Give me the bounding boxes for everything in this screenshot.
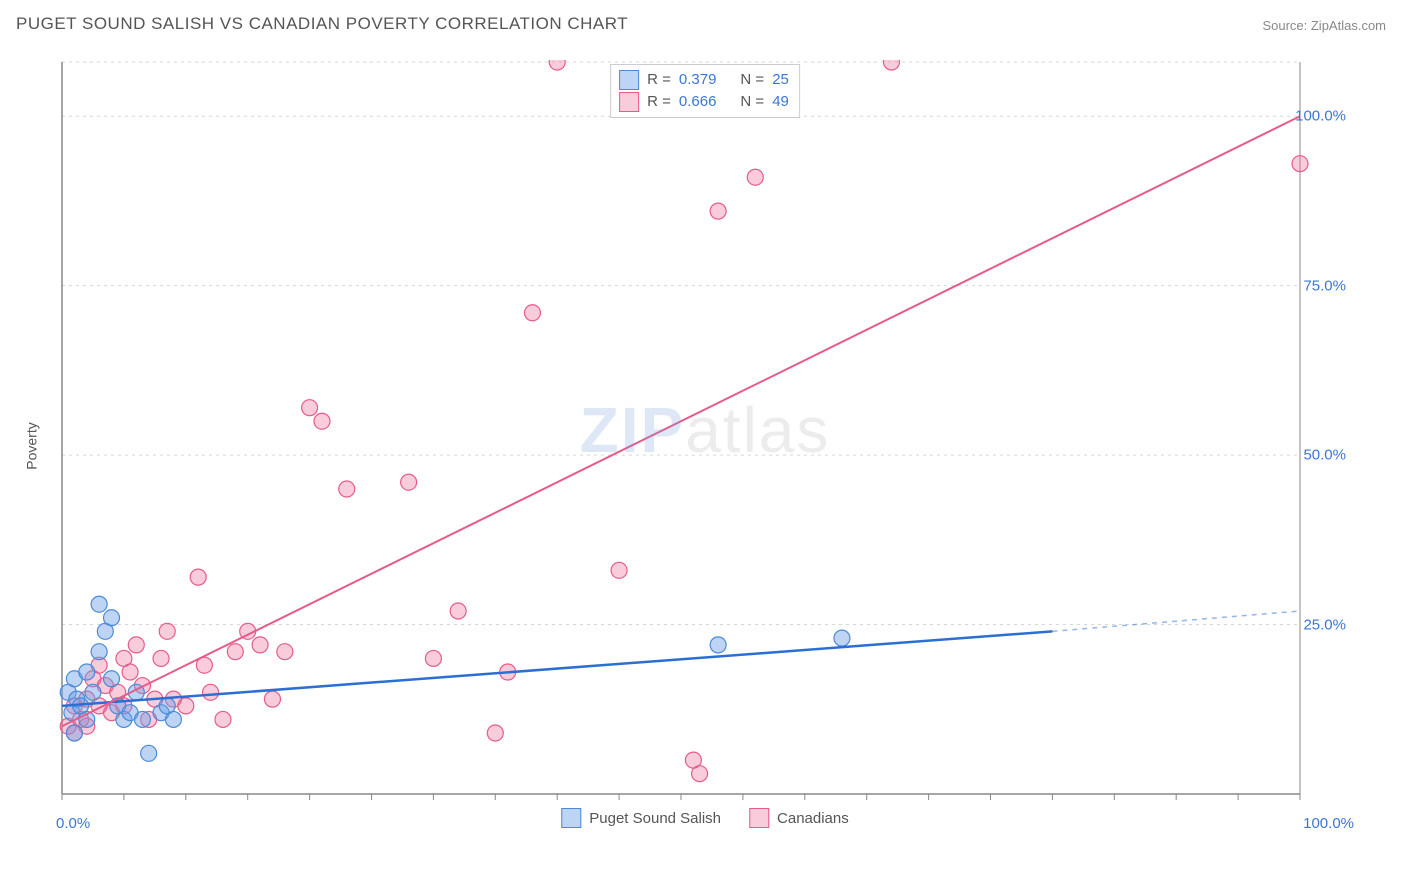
legend-series-label: Puget Sound Salish — [589, 810, 721, 827]
n-value: 25 — [772, 69, 789, 91]
y-tick-label: 75.0% — [1303, 277, 1346, 294]
n-label: N = — [740, 91, 764, 113]
plot-area: ZIPatlas R =0.379N =25R =0.666N =49 Puge… — [50, 60, 1360, 830]
legend-swatch — [619, 92, 639, 112]
chart-container: PUGET SOUND SALISH VS CANADIAN POVERTY C… — [0, 0, 1406, 892]
legend-series-item: Canadians — [749, 808, 849, 828]
x-axis-max-label: 100.0% — [1303, 815, 1354, 832]
legend-stat-row: R = 0.666 N = 49 — [619, 91, 789, 113]
x-axis-min-label: 0.0% — [56, 815, 90, 832]
series-legend: Puget Sound Salish Canadians — [561, 808, 848, 828]
y-tick-label: 50.0% — [1303, 447, 1346, 464]
r-label: R = — [647, 91, 671, 113]
legend-swatch — [561, 808, 581, 828]
legend-swatch — [619, 70, 639, 90]
n-label: N = — [740, 69, 764, 91]
y-tick-label: 25.0% — [1303, 616, 1346, 633]
legend-series-item: Puget Sound Salish — [561, 808, 721, 828]
chart-title: PUGET SOUND SALISH VS CANADIAN POVERTY C… — [16, 14, 628, 34]
source-label: Source: ZipAtlas.com — [1262, 18, 1386, 33]
n-value: 49 — [772, 91, 789, 113]
legend-swatch — [749, 808, 769, 828]
legend-stat-row: R = 0.379 N = 25 — [619, 69, 789, 91]
r-value: 0.666 — [679, 91, 717, 113]
chart-svg — [50, 60, 1360, 830]
r-value: 0.379 — [679, 69, 717, 91]
y-tick-label: 100.0% — [1295, 108, 1346, 125]
r-label: R = — [647, 69, 671, 91]
legend-series-label: Canadians — [777, 810, 849, 827]
correlation-legend: R = 0.379 N = 25 R = 0.666 N = 49 — [610, 64, 800, 118]
y-axis-label: Poverty — [24, 422, 40, 469]
